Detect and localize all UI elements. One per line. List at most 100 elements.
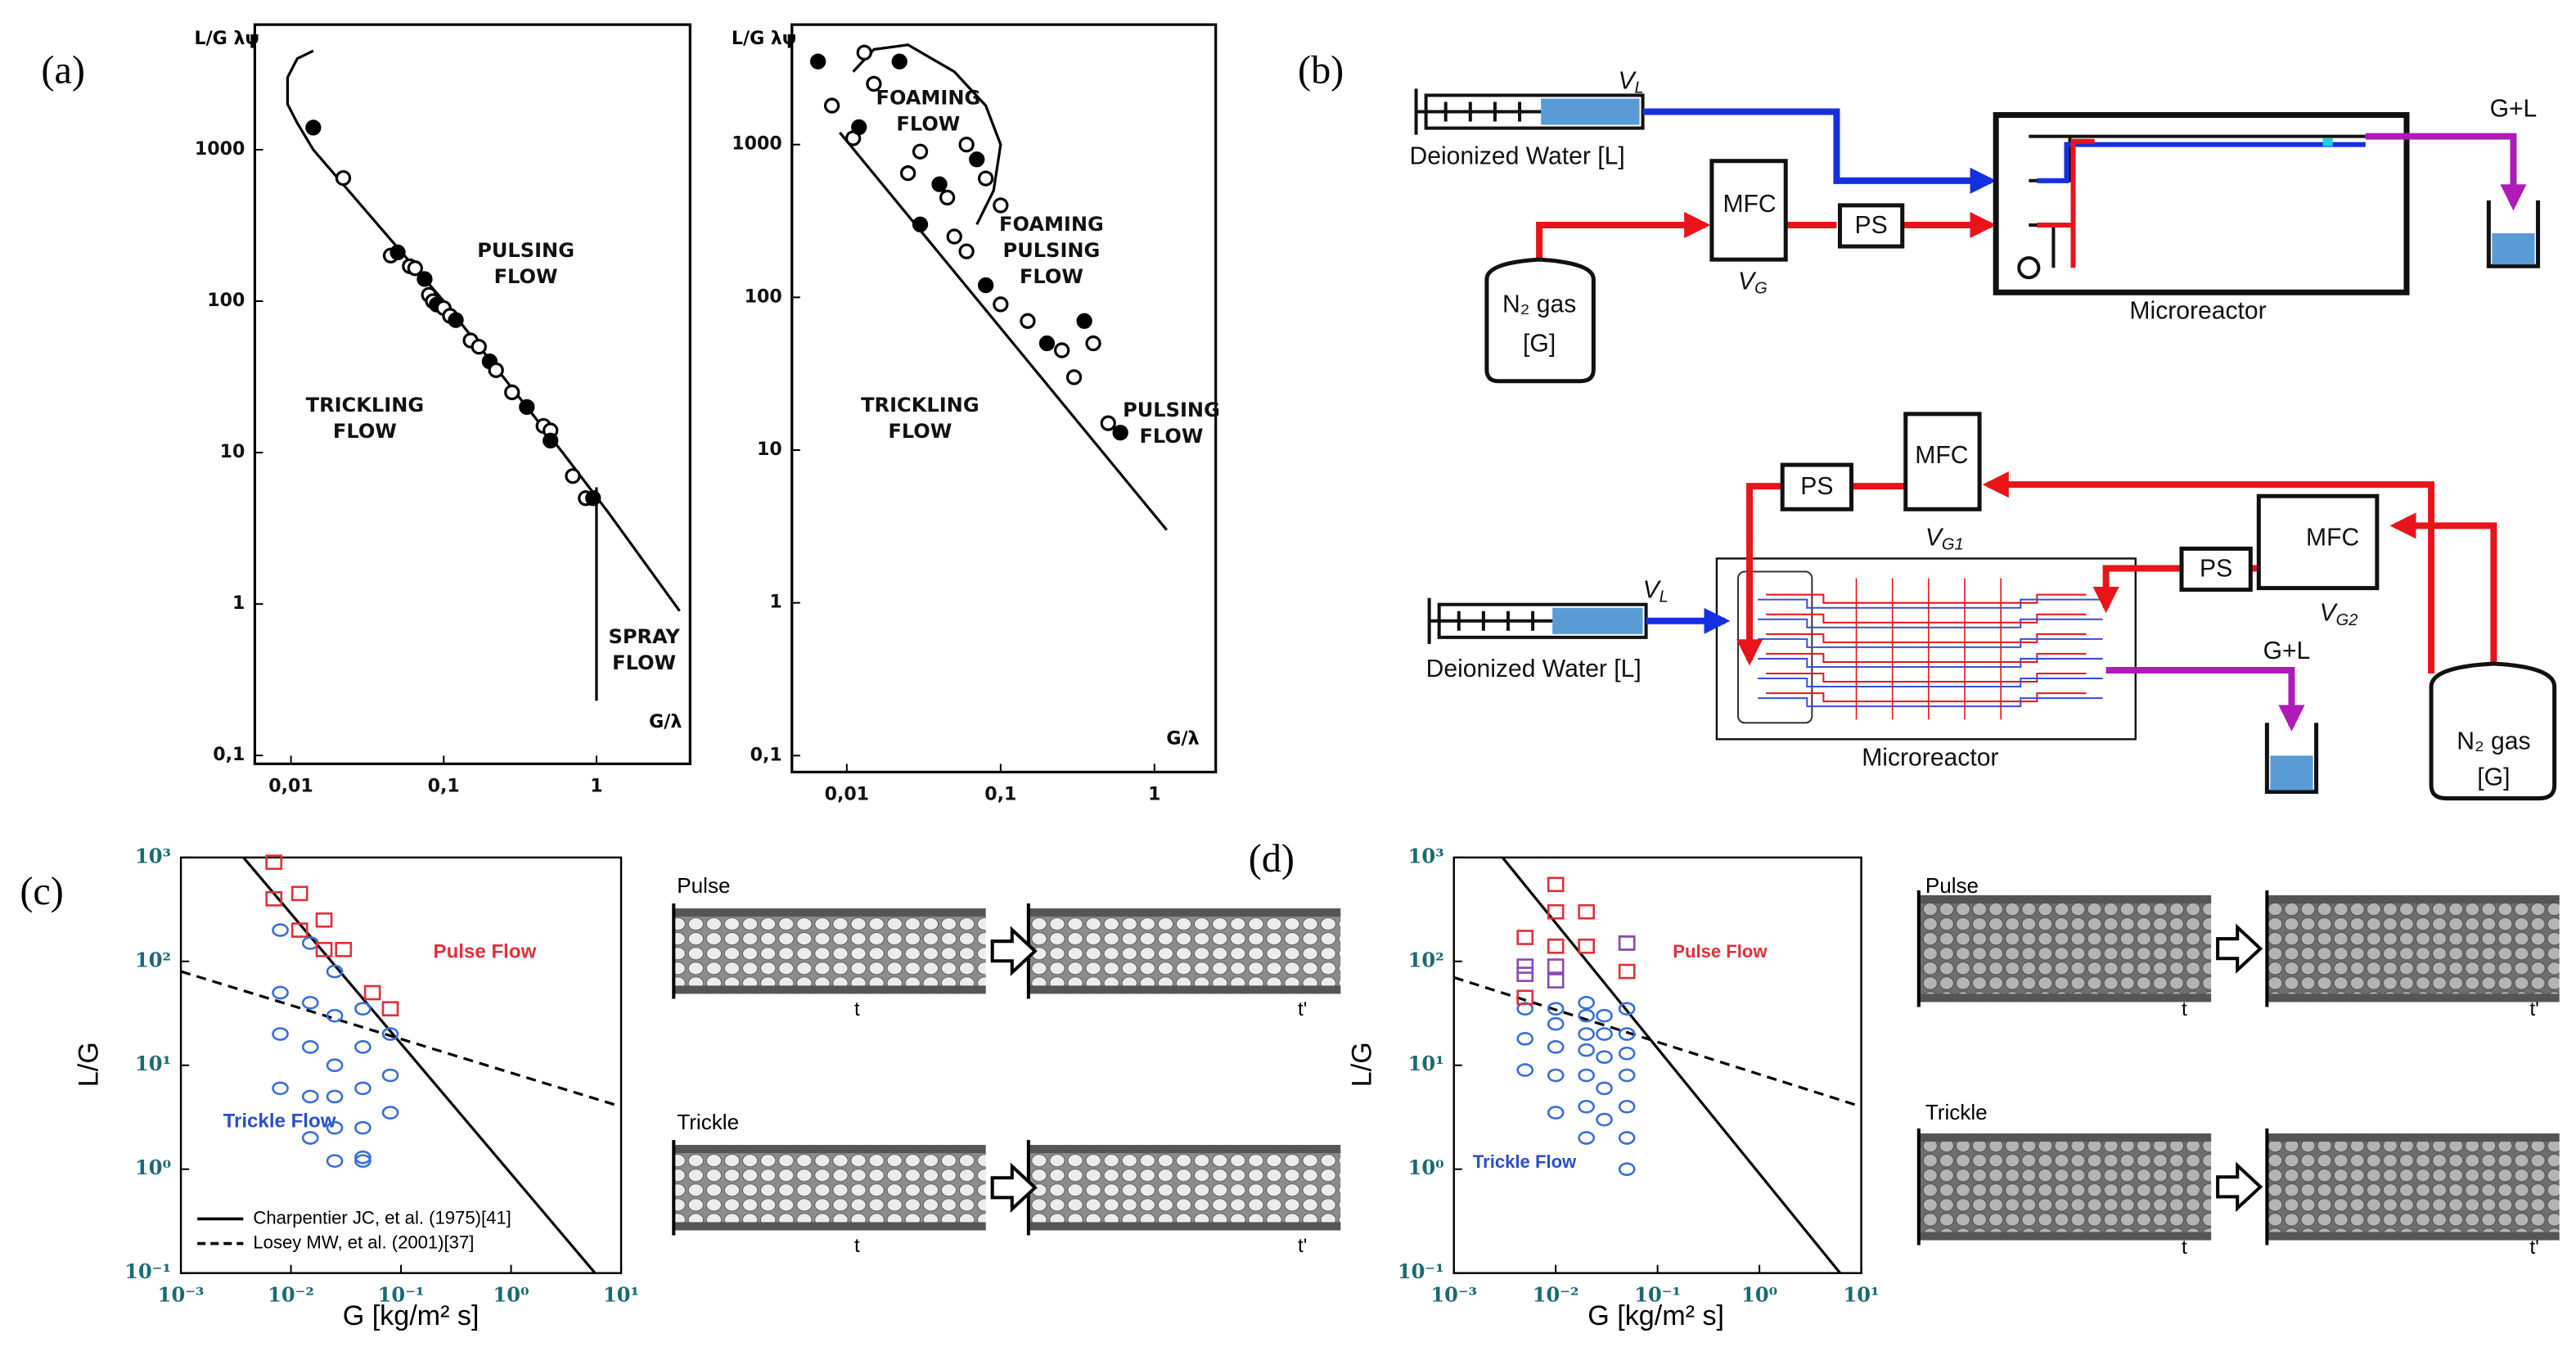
- charts: 0,01 0,1 1 0,1 1 10 100 1000 G/λ L/G λψ PULSING FLO…: [74, 23, 1880, 1331]
- annotation: FLOW: [494, 265, 558, 288]
- marker: [488, 362, 504, 379]
- marker: [301, 995, 319, 1010]
- y-axis-label: L/G λψ: [732, 29, 796, 49]
- label-sub: G2: [2336, 611, 2358, 629]
- marker: [1516, 966, 1534, 982]
- marker: [1618, 935, 1636, 951]
- photo: [1028, 1145, 1341, 1231]
- time-label: t': [2530, 1237, 2539, 1259]
- photo-wall: [1918, 993, 2212, 1002]
- reactor-mark: [2322, 137, 2333, 146]
- diagram-top: VL Deionized Water [L] N₂ gas [G] MFC VG…: [1410, 67, 2541, 384]
- photo: [673, 908, 986, 994]
- marker: [1596, 1027, 1613, 1041]
- time-label: t: [854, 998, 860, 1020]
- marker: [390, 244, 406, 261]
- marker: [272, 923, 289, 937]
- annotation: TRICKLING: [861, 394, 979, 417]
- y-tick-label: 10⁻¹: [124, 1259, 171, 1283]
- x-tick-label: 10¹: [1844, 1282, 1880, 1306]
- series-line: [180, 970, 622, 1108]
- marker: [1085, 335, 1101, 352]
- marker: [354, 1154, 372, 1168]
- marker: [1516, 958, 1534, 974]
- annotation: FLOW: [1020, 265, 1083, 288]
- blue-channel: [1758, 637, 2103, 648]
- red-channel: [1766, 672, 2087, 683]
- marker: [335, 169, 352, 187]
- marker: [326, 1089, 344, 1104]
- beaker-liquid: [2270, 755, 2313, 791]
- marker: [1618, 1002, 1636, 1016]
- label: PS: [1855, 212, 1888, 239]
- label: G+L: [2490, 95, 2538, 122]
- annotation: Trickle Flow: [223, 1110, 336, 1132]
- marker: [993, 296, 1009, 313]
- marker: [1578, 1043, 1595, 1057]
- series-line: [1453, 975, 1862, 1108]
- label: Microreactor: [2129, 297, 2266, 324]
- label: VG1: [1925, 524, 1964, 553]
- plunger: [1414, 88, 1542, 135]
- marker: [301, 1089, 319, 1104]
- marker: [1100, 415, 1116, 431]
- annotation: FLOW: [333, 420, 397, 443]
- label-sub: G: [1754, 280, 1768, 298]
- y-tick-label: 10⁰: [135, 1156, 171, 1179]
- marker: [381, 1001, 399, 1017]
- y-tick-label: 1000: [195, 139, 245, 160]
- marker: [891, 53, 907, 70]
- gas-tank: [1484, 257, 1596, 384]
- marker: [1596, 1112, 1613, 1127]
- annotation: FLOW: [896, 113, 960, 136]
- marker: [315, 941, 333, 957]
- annotation: PULSING: [1123, 399, 1220, 421]
- marker: [1618, 1131, 1636, 1145]
- marker: [417, 271, 433, 287]
- marker: [823, 97, 840, 114]
- photo-label: Pulse: [1925, 873, 1979, 898]
- marker: [381, 1068, 399, 1083]
- marker: [1516, 1063, 1534, 1077]
- photo-wall: [2267, 993, 2560, 1002]
- y-tick-label: 0,1: [213, 745, 245, 765]
- ps: [1837, 203, 1905, 249]
- y-tick-label: 10¹: [1408, 1052, 1444, 1075]
- beaker: [2264, 723, 2319, 795]
- label-sub: L: [1635, 79, 1644, 97]
- x-tick-label: 1: [590, 777, 602, 797]
- plot-frame: [253, 23, 691, 766]
- reactor-liquid: [2037, 142, 2366, 183]
- marker: [1618, 1162, 1636, 1177]
- marker: [1578, 1008, 1595, 1023]
- marker: [1578, 1027, 1595, 1041]
- marker: [326, 1120, 344, 1135]
- marker: [354, 1150, 372, 1165]
- marker: [448, 312, 464, 328]
- marker: [1054, 342, 1070, 358]
- label-main: V: [2320, 600, 2339, 627]
- x-tick-label: 10⁻¹: [378, 1282, 425, 1306]
- time-label: t: [2182, 998, 2187, 1020]
- marker: [1547, 973, 1565, 989]
- y-tick-label: 10¹: [135, 1052, 171, 1075]
- marker: [977, 170, 994, 187]
- photo-wall: [1028, 908, 1341, 917]
- marker: [585, 490, 601, 507]
- marker: [381, 1027, 399, 1041]
- photo-label: Trickle: [677, 1110, 739, 1134]
- photo: [1918, 1133, 2212, 1241]
- marker: [326, 1154, 344, 1168]
- plunger: [1427, 597, 1553, 644]
- marker: [543, 432, 559, 449]
- label-sub: G1: [1942, 536, 1964, 554]
- label-main: V: [1925, 524, 1944, 551]
- red-channel: [1766, 692, 2087, 703]
- outlet-line: [2365, 133, 2527, 211]
- label: G+L: [2263, 637, 2311, 664]
- label: Deionized Water [L]: [1426, 655, 1642, 683]
- label: [G]: [2477, 764, 2510, 791]
- annotation: Pulse Flow: [1673, 941, 1768, 962]
- annotation: FLOW: [888, 420, 952, 443]
- photo-wall: [2267, 894, 2560, 904]
